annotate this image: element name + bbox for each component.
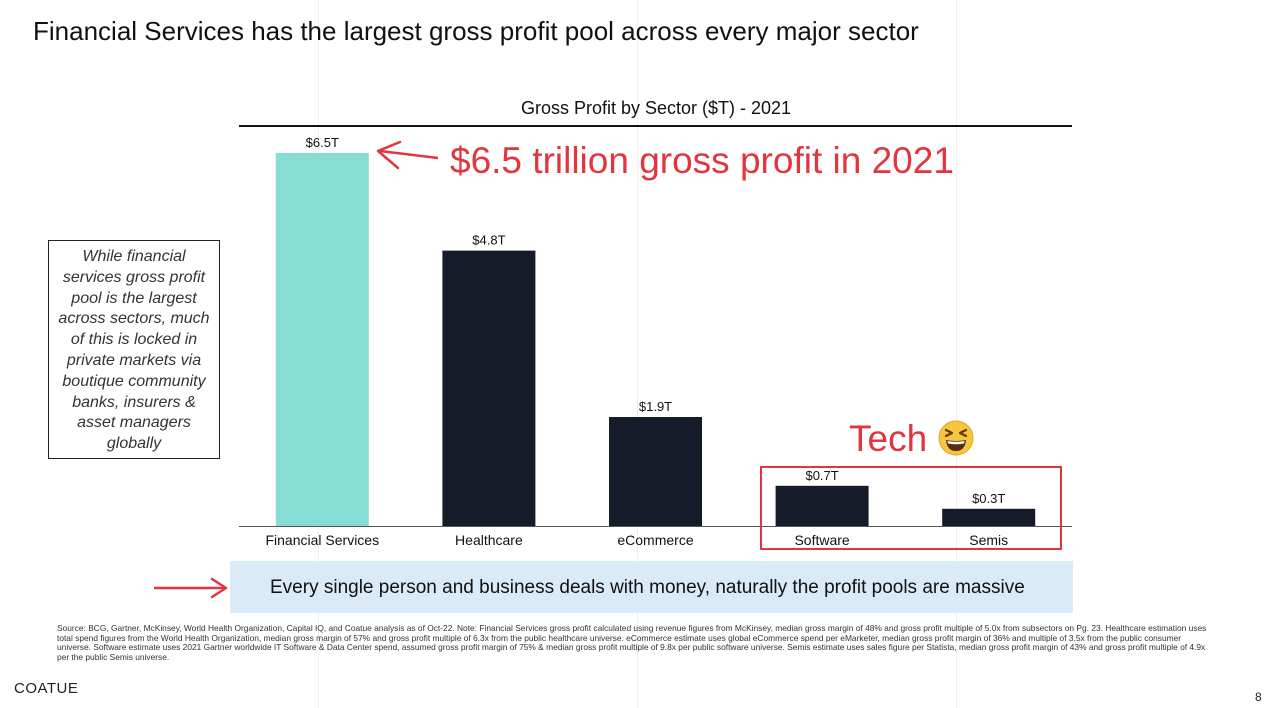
bar-software — [775, 485, 869, 526]
source-footnote: Source: BCG, Gartner, McKinsey, World He… — [57, 623, 1207, 662]
bar-healthcare — [442, 250, 536, 526]
callout-text: Every single person and business deals w… — [270, 577, 1025, 598]
page-number: 8 — [1255, 690, 1262, 704]
data-label: $0.7T — [805, 468, 838, 483]
background-guide — [637, 0, 638, 708]
category-tick-label: Healthcare — [455, 532, 523, 548]
chart-top-rule — [239, 125, 1072, 127]
category-tick-label: Software — [794, 532, 849, 548]
data-label: $1.9T — [639, 399, 672, 414]
profit-annotation: $6.5 trillion gross profit in 2021 — [450, 140, 954, 181]
slide-title: Financial Services has the largest gross… — [33, 16, 919, 46]
data-label: $0.3T — [972, 491, 1005, 506]
tech-highlight-box — [760, 466, 1062, 550]
tech-label: Tech — [849, 418, 928, 459]
grinning-squinting-face-icon — [938, 420, 974, 456]
callout-arrow-icon — [154, 577, 228, 599]
side-note: While financial services gross profit po… — [48, 240, 220, 459]
brand-logo: COATUE — [14, 680, 79, 697]
bar-ecommerce — [609, 417, 702, 526]
bar-financial-services — [275, 153, 369, 526]
bar-semis — [942, 508, 1036, 526]
callout-banner: Every single person and business deals w… — [230, 561, 1073, 613]
category-tick-label: Financial Services — [265, 532, 379, 548]
chart-title: Gross Profit by Sector ($T) - 2021 — [520, 98, 792, 118]
data-label: $4.8T — [472, 233, 505, 248]
annotation-arrow-icon — [376, 140, 439, 170]
data-label: $6.5T — [306, 135, 339, 150]
category-tick-label: Semis — [969, 532, 1008, 548]
category-tick-label: eCommerce — [617, 532, 693, 548]
background-guide — [956, 0, 957, 708]
